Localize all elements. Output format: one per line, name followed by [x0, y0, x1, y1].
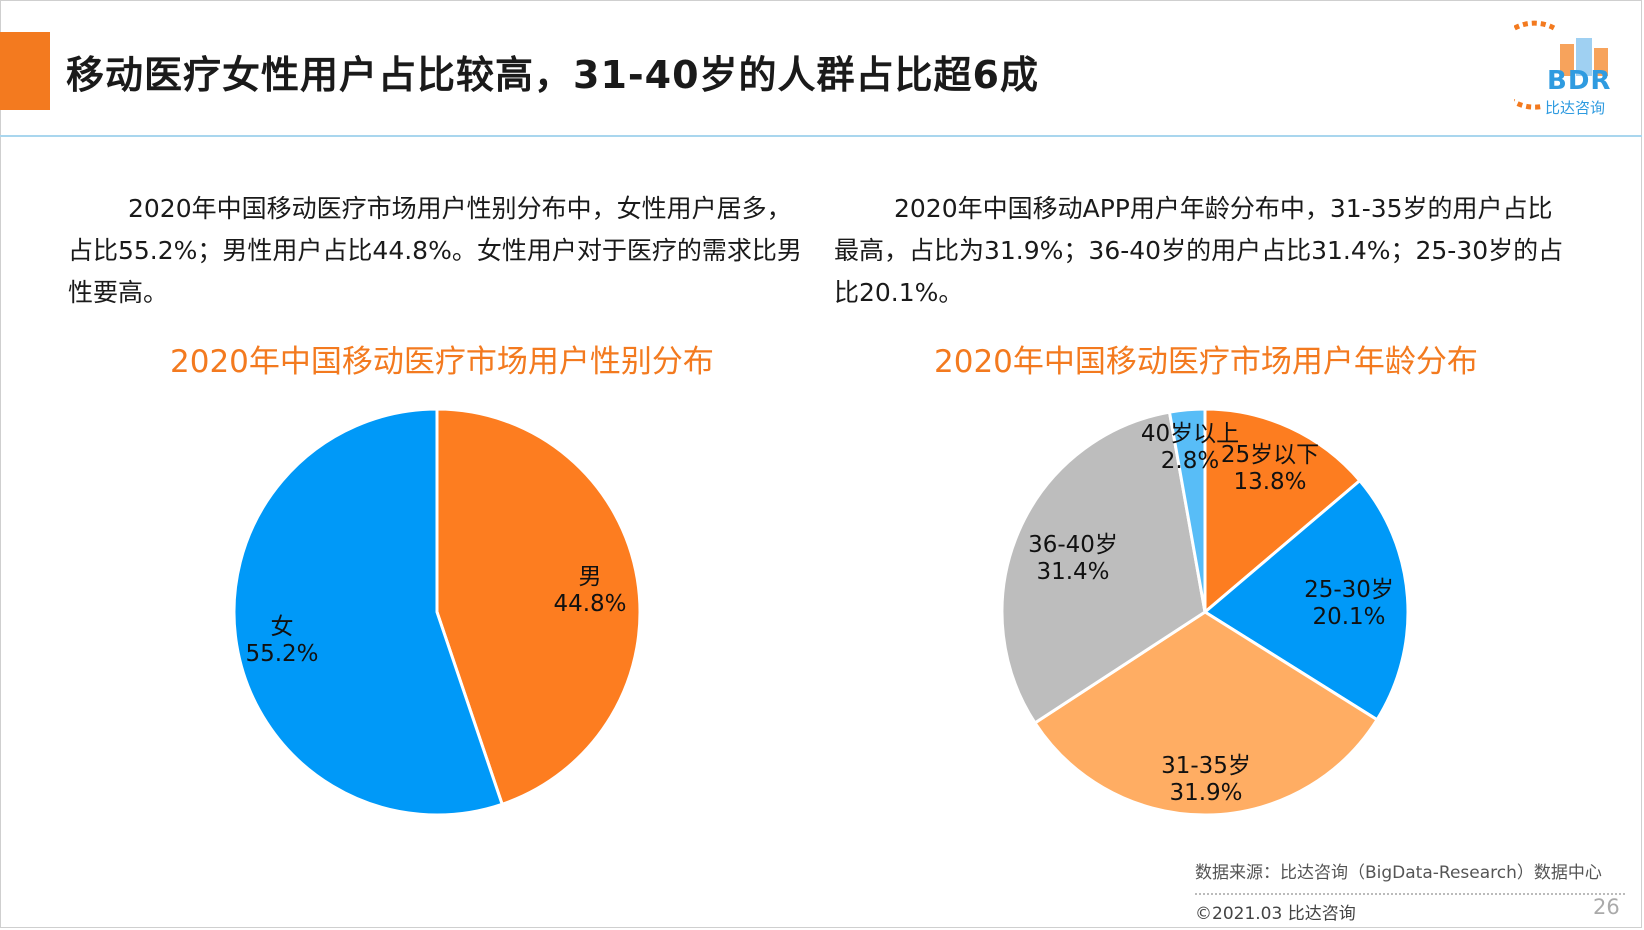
- pie-age-slice-0: [1203, 407, 1362, 616]
- age-description: 2020年中国移动APP用户年龄分布中，31-35岁的用户占比最高，占比为31.…: [834, 188, 1564, 314]
- pie-gender-label-1: 女: [271, 614, 294, 640]
- pie-gender-value-1: 55.2%: [245, 641, 318, 667]
- pie-age-value-2: 31.9%: [1169, 780, 1242, 806]
- pie-age-value-0: 13.8%: [1233, 469, 1306, 495]
- pie-age-slice-3: [1000, 410, 1207, 725]
- copyright: ©2021.03 比达咨询: [1195, 904, 1356, 924]
- logo-text: BDR: [1547, 66, 1612, 96]
- title-accent-bar: [0, 32, 50, 110]
- age-description-text: 2020年中国移动APP用户年龄分布中，31-35岁的用户占比最高，占比为31.…: [834, 194, 1564, 307]
- pie-age-value-3: 31.4%: [1036, 559, 1109, 585]
- pie-age-label-4: 40岁以上: [1141, 421, 1239, 447]
- age-chart-title: 2020年中国移动医疗市场用户年龄分布: [934, 344, 1478, 380]
- data-source: 数据来源：比达咨询（BigData-Research）数据中心: [1195, 863, 1602, 883]
- gender-description-text: 2020年中国移动医疗市场用户性别分布中，女性用户居多，占比55.2%；男性用户…: [68, 194, 802, 307]
- footer-divider: [1195, 893, 1625, 895]
- pie-age-slice-2: [1032, 610, 1380, 817]
- page-title: 移动医疗女性用户占比较高，31-40岁的人群占比超6成: [66, 53, 1039, 97]
- pie-gender-slice-1: [232, 407, 505, 817]
- pie-age-value-1: 20.1%: [1312, 604, 1385, 630]
- bdr-logo-icon: [1514, 20, 1608, 110]
- pie-age-slice-1: [1202, 478, 1410, 722]
- gender-chart-title: 2020年中国移动医疗市场用户性别分布: [170, 344, 714, 380]
- pie-gender-label-0: 男: [579, 564, 602, 590]
- logo-subtitle: 比达咨询: [1545, 99, 1606, 117]
- pie-age-label-2: 31-35岁: [1161, 753, 1251, 779]
- page-number: 26: [1593, 895, 1620, 919]
- pie-age-label-1: 25-30岁: [1304, 577, 1394, 603]
- pie-gender-slice-0: [435, 407, 642, 807]
- gender-description: 2020年中国移动医疗市场用户性别分布中，女性用户居多，占比55.2%；男性用户…: [68, 188, 808, 314]
- header-divider: [0, 135, 1642, 137]
- pie-age-label-3: 36-40岁: [1028, 532, 1118, 558]
- pie-age-slice-4: [1167, 407, 1207, 613]
- pie-age-label-0: 25岁以下: [1221, 442, 1319, 468]
- pie-age-value-4: 2.8%: [1161, 448, 1219, 474]
- pie-gender-value-0: 44.8%: [553, 591, 626, 617]
